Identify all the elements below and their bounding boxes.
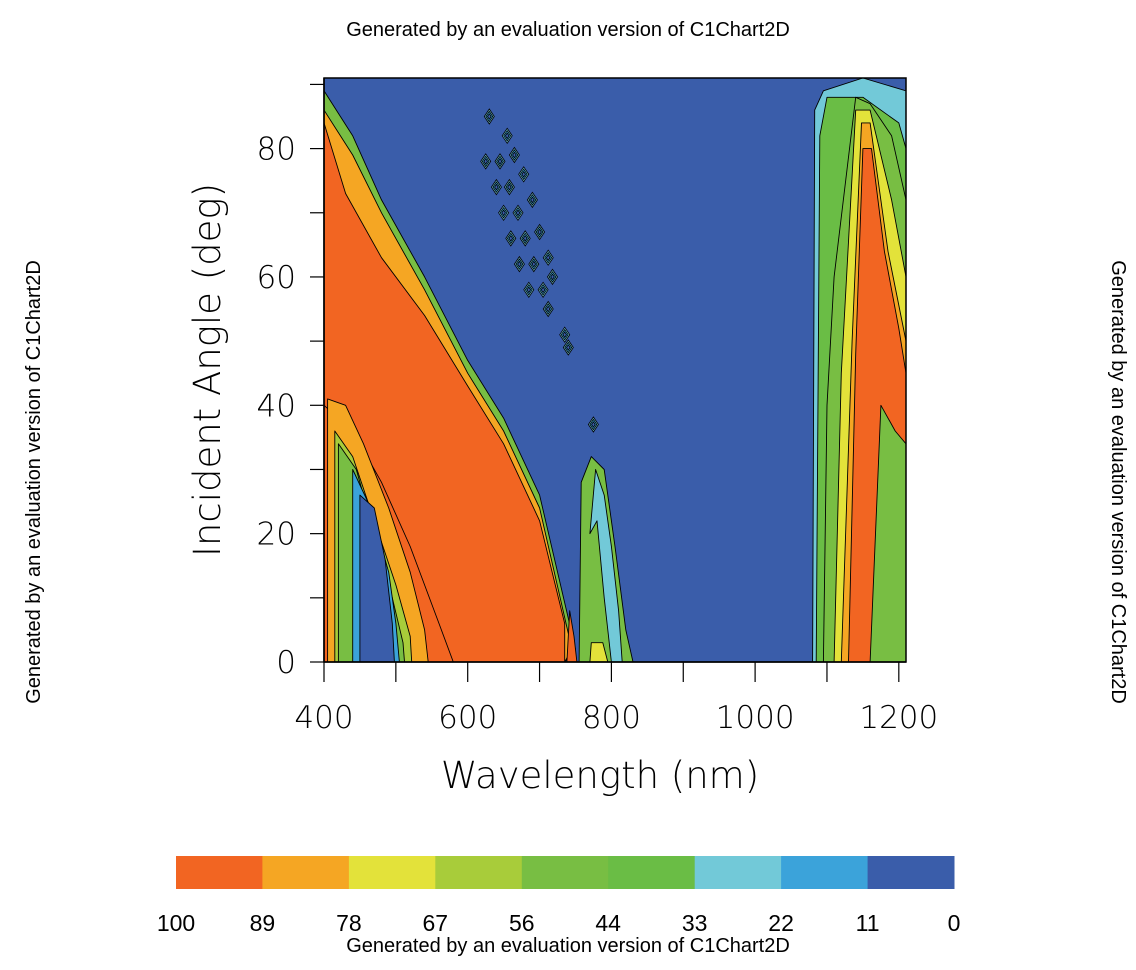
island-18 <box>537 281 549 299</box>
x-tick-label-400: 400 <box>294 700 353 736</box>
island-17 <box>523 281 535 299</box>
island-ring-7-2 <box>521 170 526 178</box>
legend-swatch-6 <box>694 856 782 889</box>
y-tick-label-20: 20 <box>257 517 296 553</box>
island-10 <box>526 191 538 209</box>
legend-swatch-3 <box>435 856 523 889</box>
island-ring-18-2 <box>540 286 546 294</box>
island-ring-20-2 <box>545 305 551 313</box>
island-1 <box>501 127 513 145</box>
island-19 <box>547 268 558 286</box>
legend-label-89: 89 <box>250 910 276 936</box>
contour-regions <box>324 78 906 662</box>
island-ring-6-2 <box>507 183 512 191</box>
island-15 <box>528 255 540 273</box>
legend-swatch-8 <box>867 856 955 889</box>
contour-region-inner-left-pocket <box>324 398 454 662</box>
x-tick-label-1000: 1000 <box>716 700 795 736</box>
legend-label-100: 100 <box>157 910 195 936</box>
legend-label-78: 78 <box>336 910 362 936</box>
island-ring-3-2 <box>497 157 503 165</box>
y-axis-title: Incident Angle (deg) <box>186 183 229 557</box>
legend-label-22: 22 <box>768 910 794 936</box>
island-ring-23-2 <box>591 421 596 428</box>
x-axis: 400 600 800 1000 1200 <box>294 661 938 736</box>
island-ring-5-2 <box>494 183 499 191</box>
x-tick-label-800: 800 <box>582 700 641 736</box>
island-ring-0-2 <box>487 113 492 120</box>
contour-region-right-band <box>812 78 906 662</box>
contour-band-inner-left-pocket-5 <box>359 494 395 662</box>
island-9 <box>512 204 524 222</box>
island-2 <box>480 153 492 170</box>
island-20 <box>542 300 554 318</box>
island-ring-13-2 <box>537 228 542 236</box>
legend-swatch-1 <box>262 856 350 889</box>
legend-swatch-7 <box>781 856 868 889</box>
watermark-right: Generated by an evaluation version of C1… <box>1107 260 1129 704</box>
contour-islands <box>480 108 599 433</box>
island-3 <box>494 153 506 170</box>
island-ring-22-2 <box>566 344 571 351</box>
legend-label-56: 56 <box>509 910 535 936</box>
island-ring-12-2 <box>522 234 528 242</box>
x-tick-label-600: 600 <box>438 700 497 736</box>
island-16 <box>542 249 554 266</box>
island-23 <box>587 416 599 433</box>
island-6 <box>503 178 515 196</box>
legend-swatch-2 <box>348 856 436 889</box>
legend-label-33: 33 <box>682 910 708 936</box>
watermark-left: Generated by an evaluation version of C1… <box>23 260 45 704</box>
legend-label-11: 11 <box>856 910 880 936</box>
island-ring-19-2 <box>550 273 555 281</box>
y-axis: 0 20 40 60 80 <box>257 78 325 681</box>
island-ring-8-2 <box>501 209 506 217</box>
watermark-top: Generated by an evaluation version of C1… <box>346 19 790 41</box>
island-ring-9-2 <box>515 209 521 217</box>
x-tick-label-1200: 1200 <box>859 700 938 736</box>
y-tick-label-40: 40 <box>257 388 296 424</box>
island-ring-4-2 <box>512 151 517 159</box>
island-ring-17-2 <box>526 286 532 294</box>
legend-swatch-4 <box>521 856 609 889</box>
island-22 <box>562 339 574 356</box>
x-axis-title: Wavelength (nm) <box>441 754 759 797</box>
legend-label-67: 67 <box>423 910 449 936</box>
legend-label-44: 44 <box>595 910 621 936</box>
color-legend: 100 89 78 67 56 44 33 22 11 0 <box>157 856 961 936</box>
contour-band-center-spike-1 <box>589 469 623 662</box>
contour-band-right-band-6 <box>869 404 906 662</box>
y-tick-label-80: 80 <box>257 132 296 168</box>
contour-band-center-spike-2 <box>566 610 578 662</box>
island-ring-11-2 <box>508 234 514 242</box>
legend-swatch-0 <box>176 856 263 889</box>
island-12 <box>519 230 531 247</box>
legend-swatch-5 <box>608 856 696 889</box>
island-ring-10-2 <box>530 196 535 204</box>
watermark-bottom: Generated by an evaluation version of C1… <box>346 935 790 957</box>
legend-label-0: 0 <box>948 910 961 936</box>
island-ring-14-2 <box>517 260 522 268</box>
contour-region-center-spike <box>566 456 634 662</box>
island-13 <box>534 223 546 241</box>
y-tick-label-0: 0 <box>276 645 296 681</box>
island-21 <box>559 326 571 343</box>
island-ring-2-2 <box>483 157 488 165</box>
island-7 <box>518 166 530 183</box>
island-11 <box>505 230 517 247</box>
island-14 <box>513 255 525 273</box>
island-ring-1-2 <box>504 132 510 140</box>
island-ring-15-2 <box>531 260 537 268</box>
island-ring-21-2 <box>562 331 567 339</box>
island-0 <box>483 108 495 125</box>
island-5 <box>490 178 502 196</box>
island-ring-16-2 <box>545 254 551 262</box>
y-tick-label-60: 60 <box>257 260 296 296</box>
island-8 <box>498 204 510 222</box>
island-4 <box>508 146 520 164</box>
contour-band-center-spike-3 <box>589 642 609 662</box>
